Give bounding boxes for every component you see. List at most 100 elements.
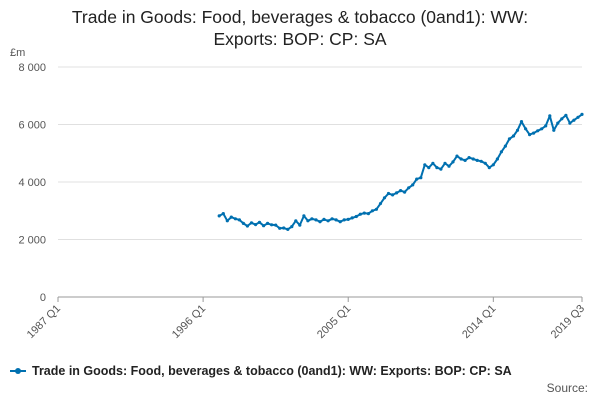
data-point[interactable] (233, 217, 237, 221)
data-point[interactable] (459, 157, 463, 161)
data-point[interactable] (576, 115, 580, 119)
data-point[interactable] (253, 223, 258, 227)
data-point[interactable] (431, 161, 435, 165)
data-point[interactable] (322, 217, 326, 221)
data-point[interactable] (358, 212, 362, 216)
data-point[interactable] (471, 157, 475, 161)
data-point[interactable] (415, 177, 419, 181)
data-point[interactable] (225, 219, 229, 223)
data-point[interactable] (229, 215, 233, 219)
data-point[interactable] (519, 120, 524, 124)
data-point[interactable] (495, 157, 499, 161)
chart-title: Trade in Goods: Food, beverages & tobacc… (0, 6, 600, 50)
data-point[interactable] (350, 216, 354, 220)
data-point[interactable] (451, 160, 455, 164)
data-point[interactable] (427, 166, 431, 170)
y-tick-label: 2 000 (18, 235, 46, 247)
data-point[interactable] (552, 128, 556, 132)
data-point[interactable] (399, 189, 403, 193)
data-point[interactable] (290, 225, 294, 229)
data-point[interactable] (423, 163, 427, 167)
data-point[interactable] (217, 214, 221, 218)
data-point[interactable] (455, 154, 459, 158)
data-point[interactable] (511, 134, 516, 138)
data-point[interactable] (528, 133, 532, 137)
data-point[interactable] (544, 124, 548, 128)
data-point[interactable] (338, 220, 342, 224)
data-point[interactable] (568, 121, 572, 125)
data-point[interactable] (302, 214, 306, 218)
data-point[interactable] (395, 191, 399, 195)
chart-title-line-1: Trade in Goods: Food, beverages & tobacc… (71, 7, 529, 27)
data-point[interactable] (382, 196, 387, 200)
data-point[interactable] (241, 221, 245, 225)
data-point[interactable] (443, 161, 447, 165)
legend[interactable]: Trade in Goods: Food, beverages & tobacc… (10, 364, 512, 378)
data-point[interactable] (515, 128, 520, 132)
data-point[interactable] (407, 186, 411, 190)
data-point[interactable] (556, 121, 560, 125)
data-point[interactable] (386, 191, 391, 196)
data-point[interactable] (245, 224, 249, 228)
data-point[interactable] (334, 218, 338, 222)
data-point[interactable] (439, 167, 443, 171)
data-point[interactable] (346, 217, 350, 221)
axes: 0 2 000 4 000 6 000 8 000 1987 Q1 1996 Q1 2005 … (18, 62, 587, 341)
data-point[interactable] (330, 217, 334, 221)
data-point[interactable] (507, 137, 511, 141)
data-point[interactable] (487, 166, 491, 170)
data-point[interactable] (391, 193, 395, 197)
legend-line-marker-icon (10, 368, 26, 374)
data-point[interactable] (499, 150, 503, 154)
data-point[interactable] (274, 223, 278, 227)
data-point[interactable] (479, 159, 483, 163)
data-point[interactable] (257, 220, 262, 224)
data-point[interactable] (475, 158, 479, 162)
data-point[interactable] (564, 113, 568, 117)
data-point[interactable] (298, 223, 302, 227)
data-point[interactable] (419, 176, 423, 180)
data-point[interactable] (463, 158, 467, 162)
data-point[interactable] (326, 219, 330, 223)
data-point[interactable] (403, 190, 407, 194)
data-point[interactable] (540, 127, 544, 131)
data-point[interactable] (318, 220, 322, 224)
data-point[interactable] (536, 129, 540, 133)
data-point[interactable] (483, 161, 487, 165)
data-point[interactable] (266, 221, 270, 225)
data-point[interactable] (467, 156, 471, 160)
data-point[interactable] (237, 218, 241, 222)
data-point[interactable] (249, 221, 254, 225)
data-point[interactable] (374, 207, 378, 211)
data-point[interactable] (270, 223, 274, 227)
data-point[interactable] (282, 226, 286, 230)
data-point[interactable] (306, 219, 310, 223)
x-tick-label: 1987 Q1 (25, 303, 63, 341)
data-point[interactable] (548, 114, 552, 118)
data-point[interactable] (524, 127, 528, 131)
data-point[interactable] (491, 163, 495, 167)
data-point[interactable] (354, 214, 358, 219)
data-point[interactable] (435, 166, 439, 170)
data-point[interactable] (310, 217, 314, 221)
data-point[interactable] (378, 202, 383, 206)
data-point[interactable] (532, 131, 536, 135)
data-point[interactable] (262, 224, 266, 228)
data-point[interactable] (278, 226, 282, 230)
data-point[interactable] (362, 211, 366, 215)
data-point[interactable] (286, 227, 290, 231)
data-point[interactable] (366, 212, 370, 216)
data-point[interactable] (447, 164, 451, 168)
data-point[interactable] (560, 117, 564, 121)
data-point[interactable] (221, 212, 225, 216)
chart-title-line-2: Exports: BOP: CP: SA (213, 29, 387, 49)
data-point[interactable] (503, 144, 507, 148)
data-point[interactable] (580, 112, 584, 116)
data-point[interactable] (411, 183, 415, 187)
legend-label: Trade in Goods: Food, beverages & tobacc… (32, 364, 512, 378)
data-point[interactable] (314, 218, 318, 222)
data-point[interactable] (342, 218, 346, 222)
data-point[interactable] (370, 209, 374, 213)
data-point[interactable] (572, 118, 576, 122)
data-point[interactable] (294, 219, 298, 223)
